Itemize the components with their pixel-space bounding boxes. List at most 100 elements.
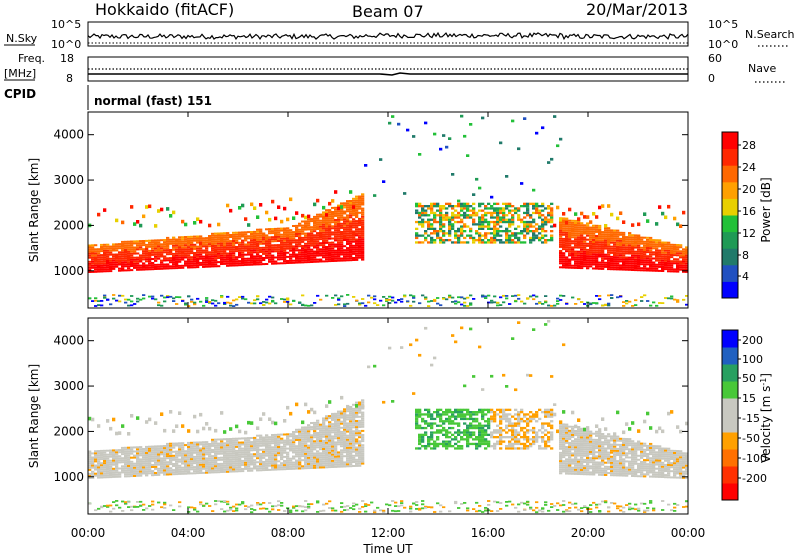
velocity-heatmap-cell	[139, 446, 143, 449]
velocity-heatmap-cell	[289, 445, 293, 448]
velocity-heatmap-cell	[142, 509, 146, 511]
power-heatmap-cell	[664, 297, 668, 299]
velocity-heatmap-cell	[97, 460, 101, 463]
velocity-heatmap-cell	[238, 451, 242, 454]
power-heatmap-cell	[424, 239, 428, 242]
power-heatmap-cell	[205, 237, 209, 240]
power-heatmap-cell	[127, 255, 131, 257]
velocity-heatmap-cell	[268, 502, 272, 504]
power-heatmap-cell	[484, 241, 488, 244]
velocity-heatmap-cell	[289, 435, 293, 438]
velocity-heatmap-cell	[151, 447, 155, 450]
power-heatmap-cell	[154, 298, 158, 301]
power-heatmap-cell	[619, 231, 623, 234]
power-heatmap-cell	[427, 241, 431, 244]
power-heatmap-cell	[241, 262, 245, 264]
power-heatmap-cell	[550, 202, 554, 205]
power-heatmap-cell	[319, 252, 323, 255]
power-heatmap-cell	[325, 223, 329, 226]
power-heatmap-cell	[163, 239, 167, 241]
power-heatmap-cell	[577, 242, 581, 245]
power-heatmap-cell	[589, 302, 593, 305]
velocity-heatmap-cell	[172, 465, 176, 467]
power-heatmap-cell	[478, 223, 482, 226]
velocity-heatmap-cell	[289, 461, 293, 464]
power-heatmap-cell	[358, 252, 362, 255]
power-heatmap-cell	[610, 266, 614, 269]
power-heatmap-cell	[658, 243, 662, 246]
power-heatmap-cell	[199, 261, 203, 264]
power-heatmap-cell	[343, 218, 347, 221]
power-heatmap-cell	[187, 250, 191, 253]
power-heatmap-cell	[163, 241, 167, 244]
power-heatmap-cell	[331, 219, 335, 222]
power-heatmap-cell	[316, 236, 320, 239]
power-heatmap-cell	[625, 268, 629, 271]
velocity-heatmap-cell	[283, 443, 287, 446]
power-heatmap-cell	[361, 238, 365, 241]
velocity-heatmap-cell	[289, 411, 293, 416]
power-heatmap-cell	[595, 241, 599, 244]
power-heatmap-cell	[94, 244, 98, 247]
velocity-heatmap-cell	[220, 440, 224, 443]
power-heatmap-cell	[307, 236, 311, 239]
velocity-heatmap-cell	[316, 456, 320, 459]
power-heatmap-cell	[154, 255, 158, 258]
velocity-heatmap-cell	[343, 443, 347, 445]
velocity-heatmap-cell	[289, 465, 293, 468]
velocity-heatmap-cell	[256, 444, 260, 447]
power-heatmap-cell	[457, 239, 461, 242]
power-heatmap-cell	[355, 299, 359, 302]
power-heatmap-cell	[232, 305, 236, 307]
power-heatmap-cell	[331, 211, 335, 213]
power-heatmap-cell	[214, 263, 218, 266]
power-heatmap-cell	[577, 244, 581, 247]
velocity-heatmap-cell	[316, 436, 320, 439]
velocity-heatmap-cell	[268, 448, 272, 451]
power-heatmap-cell	[313, 246, 317, 249]
velocity-heatmap-cell	[346, 422, 350, 425]
velocity-heatmap-cell	[187, 468, 191, 471]
velocity-heatmap-cell	[103, 449, 107, 452]
power-heatmap-cell	[658, 259, 662, 262]
power-heatmap-cell	[328, 247, 332, 250]
velocity-heatmap-cell	[166, 449, 170, 451]
power-heatmap-cell	[241, 203, 245, 208]
power-heatmap-cell	[142, 242, 146, 244]
velocity-heatmap-cell	[208, 471, 212, 474]
power-heatmap-cell	[514, 232, 518, 235]
velocity-heatmap-cell	[319, 458, 323, 461]
power-heatmap-cell	[673, 298, 677, 301]
power-heatmap-cell	[487, 241, 491, 244]
power-heatmap-cell	[100, 264, 104, 267]
velocity-heatmap-cell	[136, 501, 140, 503]
velocity-heatmap-cell	[211, 469, 215, 472]
velocity-heatmap-cell	[343, 509, 347, 511]
velocity-heatmap-cell	[166, 463, 170, 466]
velocity-heatmap-cell	[244, 447, 248, 450]
velocity-heatmap-cell	[115, 473, 119, 476]
velocity-heatmap-cell	[277, 439, 281, 442]
velocity-heatmap-cell	[310, 407, 314, 412]
power-heatmap-cell	[310, 218, 314, 221]
velocity-heatmap-cell	[244, 453, 248, 456]
velocity-heatmap-cell	[163, 469, 167, 472]
power-heatmap-cell	[571, 256, 575, 259]
power-heatmap-cell	[124, 253, 128, 256]
velocity-heatmap-cell	[325, 439, 329, 442]
power-heatmap-cell	[604, 247, 608, 250]
power-heatmap-cell	[289, 249, 293, 252]
power-heatmap-cell	[646, 267, 650, 270]
power-heatmap-cell	[628, 248, 632, 251]
velocity-heatmap-cell	[202, 443, 206, 446]
velocity-heatmap-cell	[340, 510, 344, 513]
velocity-heatmap-cell	[256, 440, 260, 443]
power-heatmap-cell	[502, 230, 506, 233]
velocity-heatmap-cell	[280, 504, 284, 507]
power-heatmap-cell	[196, 245, 200, 248]
power-heatmap-cell	[511, 205, 515, 208]
power-heatmap-cell	[640, 248, 644, 251]
power-heatmap-cell	[436, 214, 440, 217]
power-heatmap-cell	[106, 253, 110, 256]
power-heatmap-cell	[655, 304, 659, 307]
